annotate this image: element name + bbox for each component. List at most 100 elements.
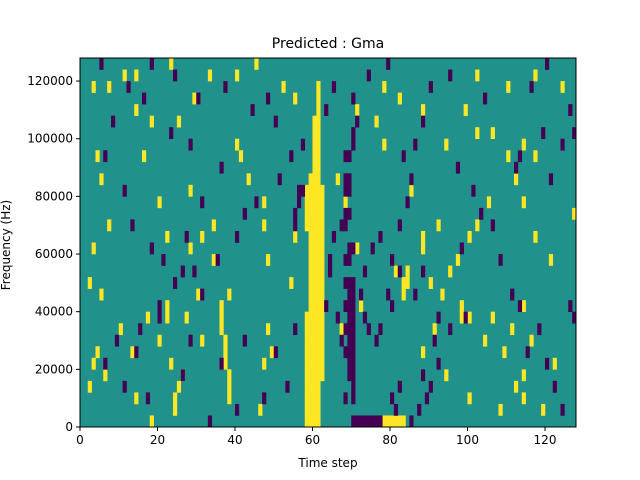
heatmap-cell-high xyxy=(223,334,228,347)
heatmap-cell-low xyxy=(347,277,352,289)
y-tick-label: 0 xyxy=(65,420,73,434)
heatmap-cell-high xyxy=(312,127,317,140)
heatmap-cell-high xyxy=(219,300,224,312)
heatmap-cell-low xyxy=(173,277,178,289)
heatmap-cell-high xyxy=(436,219,441,232)
chart-title: Predicted : Gma xyxy=(272,36,384,52)
heatmap-cell-high xyxy=(514,380,519,393)
heatmap-cell-high xyxy=(219,311,224,324)
heatmap-cell-low xyxy=(149,58,154,70)
heatmap-cell-high xyxy=(421,104,426,116)
heatmap-cell-high xyxy=(514,173,519,186)
heatmap-cell-high xyxy=(490,311,495,324)
heatmap-cell-low xyxy=(386,58,391,70)
heatmap-cell-low xyxy=(254,196,259,209)
heatmap-cell-low xyxy=(293,207,298,220)
heatmap-cell-high xyxy=(316,380,321,393)
heatmap-cell-low xyxy=(517,300,523,312)
heatmap-cell-high xyxy=(533,69,538,82)
heatmap-cell-low xyxy=(483,92,488,105)
heatmap-cell-high xyxy=(157,334,162,347)
heatmap-cell-high xyxy=(486,196,492,209)
heatmap-cell-low xyxy=(180,369,185,382)
heatmap-cell-high xyxy=(134,69,139,82)
heatmap-cell-low xyxy=(335,311,340,324)
heatmap-cell-high xyxy=(320,323,325,336)
heatmap-cell-low xyxy=(517,150,523,163)
heatmap-cell-low xyxy=(572,311,577,324)
heatmap-cell-low xyxy=(378,323,383,336)
heatmap-cell-high xyxy=(393,415,399,428)
heatmap-cell-low xyxy=(351,334,356,347)
heatmap-cell-low xyxy=(351,138,356,151)
heatmap-cell-high xyxy=(316,230,321,243)
heatmap-cell-high xyxy=(308,173,313,186)
heatmap-cell-low xyxy=(413,288,418,301)
heatmap-cell-low xyxy=(347,242,352,255)
heatmap-cell-low xyxy=(397,265,402,278)
heatmap-cell-high xyxy=(401,288,406,301)
heatmap-cell-high xyxy=(304,415,309,428)
heatmap-cell-high xyxy=(312,242,317,255)
heatmap-cell-low xyxy=(432,334,437,347)
heatmap-cell-low xyxy=(409,415,414,428)
heatmap-cell-low xyxy=(424,392,430,405)
heatmap-cell-low xyxy=(297,184,302,197)
heatmap-cell-low xyxy=(347,207,352,220)
heatmap-cell-high xyxy=(428,277,433,289)
heatmap-cell-low xyxy=(273,346,278,359)
heatmap-plot-area xyxy=(80,58,577,428)
heatmap-cell-high xyxy=(157,196,162,209)
heatmap-cell-high xyxy=(316,92,321,105)
heatmap-cell-high xyxy=(521,392,526,405)
heatmap-cell-high xyxy=(91,81,96,93)
heatmap-cell-high xyxy=(316,311,321,324)
heatmap-cell-high xyxy=(320,369,325,382)
heatmap-cell-high xyxy=(316,196,321,209)
heatmap-cell-low xyxy=(459,242,464,255)
heatmap-cell-low xyxy=(145,392,151,405)
heatmap-cell-high xyxy=(200,230,205,243)
heatmap-cell-high xyxy=(444,138,449,151)
heatmap-cell-high xyxy=(320,288,325,301)
heatmap-cell-low xyxy=(99,58,104,70)
heatmap-cell-high xyxy=(405,277,410,289)
heatmap-cell-high xyxy=(467,230,472,243)
heatmap-cell-high xyxy=(312,300,317,312)
heatmap-cell-high xyxy=(254,58,259,70)
heatmap-cell-low xyxy=(289,150,294,163)
heatmap-cell-high xyxy=(448,265,453,278)
heatmap-cell-high xyxy=(91,242,96,255)
heatmap-cell-low xyxy=(339,334,344,347)
heatmap-cell-low xyxy=(351,415,356,428)
heatmap-cell-high xyxy=(320,196,325,209)
heatmap-cell-low xyxy=(347,184,352,197)
heatmap-cell-low xyxy=(560,403,565,416)
heatmap-cell-high xyxy=(320,230,325,243)
heatmap-cell-low xyxy=(215,254,220,266)
heatmap-cell-high xyxy=(87,380,92,393)
heatmap-cell-low xyxy=(273,115,278,128)
heatmap-cell-high xyxy=(382,415,387,428)
heatmap-cell-high xyxy=(320,242,325,255)
heatmap-cell-high xyxy=(316,127,321,140)
heatmap-cell-high xyxy=(475,69,480,82)
y-tick-label: 20000 xyxy=(35,362,73,376)
heatmap-cell-high xyxy=(312,311,317,324)
heatmap-cell-high xyxy=(308,207,313,220)
heatmap-cell-high xyxy=(312,230,317,243)
heatmap-cell-high xyxy=(498,403,503,416)
heatmap-cell-high xyxy=(316,242,321,255)
heatmap-cell-low xyxy=(235,230,240,243)
heatmap-cell-high xyxy=(308,196,313,209)
heatmap-cell-high xyxy=(308,219,313,232)
heatmap-cell-high xyxy=(312,150,317,163)
heatmap-cell-high xyxy=(308,357,313,370)
heatmap-cell-low xyxy=(347,173,352,186)
heatmap-cell-low xyxy=(548,173,554,186)
heatmap-cell-low xyxy=(347,300,352,312)
heatmap-cell-low xyxy=(331,81,337,93)
heatmap-cell-high xyxy=(421,242,426,255)
heatmap-cell-low xyxy=(235,403,240,416)
heatmap-cell-high xyxy=(339,323,344,336)
